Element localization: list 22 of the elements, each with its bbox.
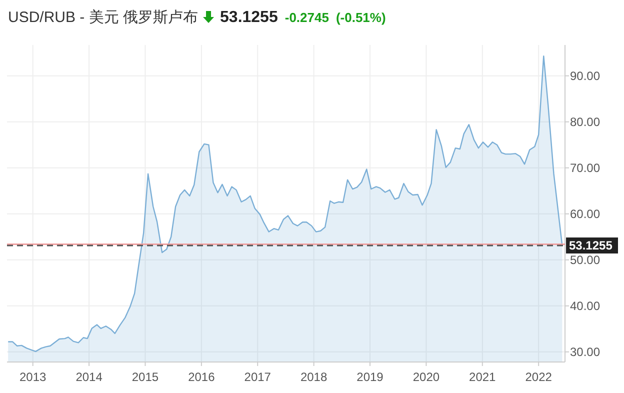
x-tick-label: 2015 — [132, 370, 159, 384]
text: 53.1255 — [220, 9, 278, 26]
y-tick-label: 90.00 — [570, 68, 600, 83]
x-tick-label: 2016 — [188, 370, 216, 384]
text: -0.2745 — [284, 10, 329, 25]
ref-line-label: 53.1255 — [569, 238, 613, 252]
chart-title: USD/RUB - 美元 俄罗斯卢布 — [8, 9, 198, 26]
x-tick-label: 2020 — [412, 370, 440, 384]
y-tick-label: 50.00 — [570, 252, 600, 267]
x-tick-label: 2019 — [356, 370, 384, 384]
text: (-0.51%) — [336, 10, 386, 25]
y-tick-label: 70.00 — [570, 160, 600, 175]
y-tick-label: 80.00 — [570, 114, 600, 129]
y-tick-label: 60.00 — [570, 206, 600, 221]
x-tick-label: 2013 — [19, 370, 47, 384]
x-tick-label: 2017 — [244, 370, 272, 384]
x-tick-label: 2022 — [525, 370, 552, 384]
x-tick-label: 2021 — [469, 370, 496, 384]
y-tick-label: 40.00 — [570, 298, 600, 313]
x-tick-label: 2014 — [76, 370, 103, 384]
y-tick-label: 30.00 — [570, 344, 600, 359]
x-tick-label: 2018 — [300, 370, 328, 384]
